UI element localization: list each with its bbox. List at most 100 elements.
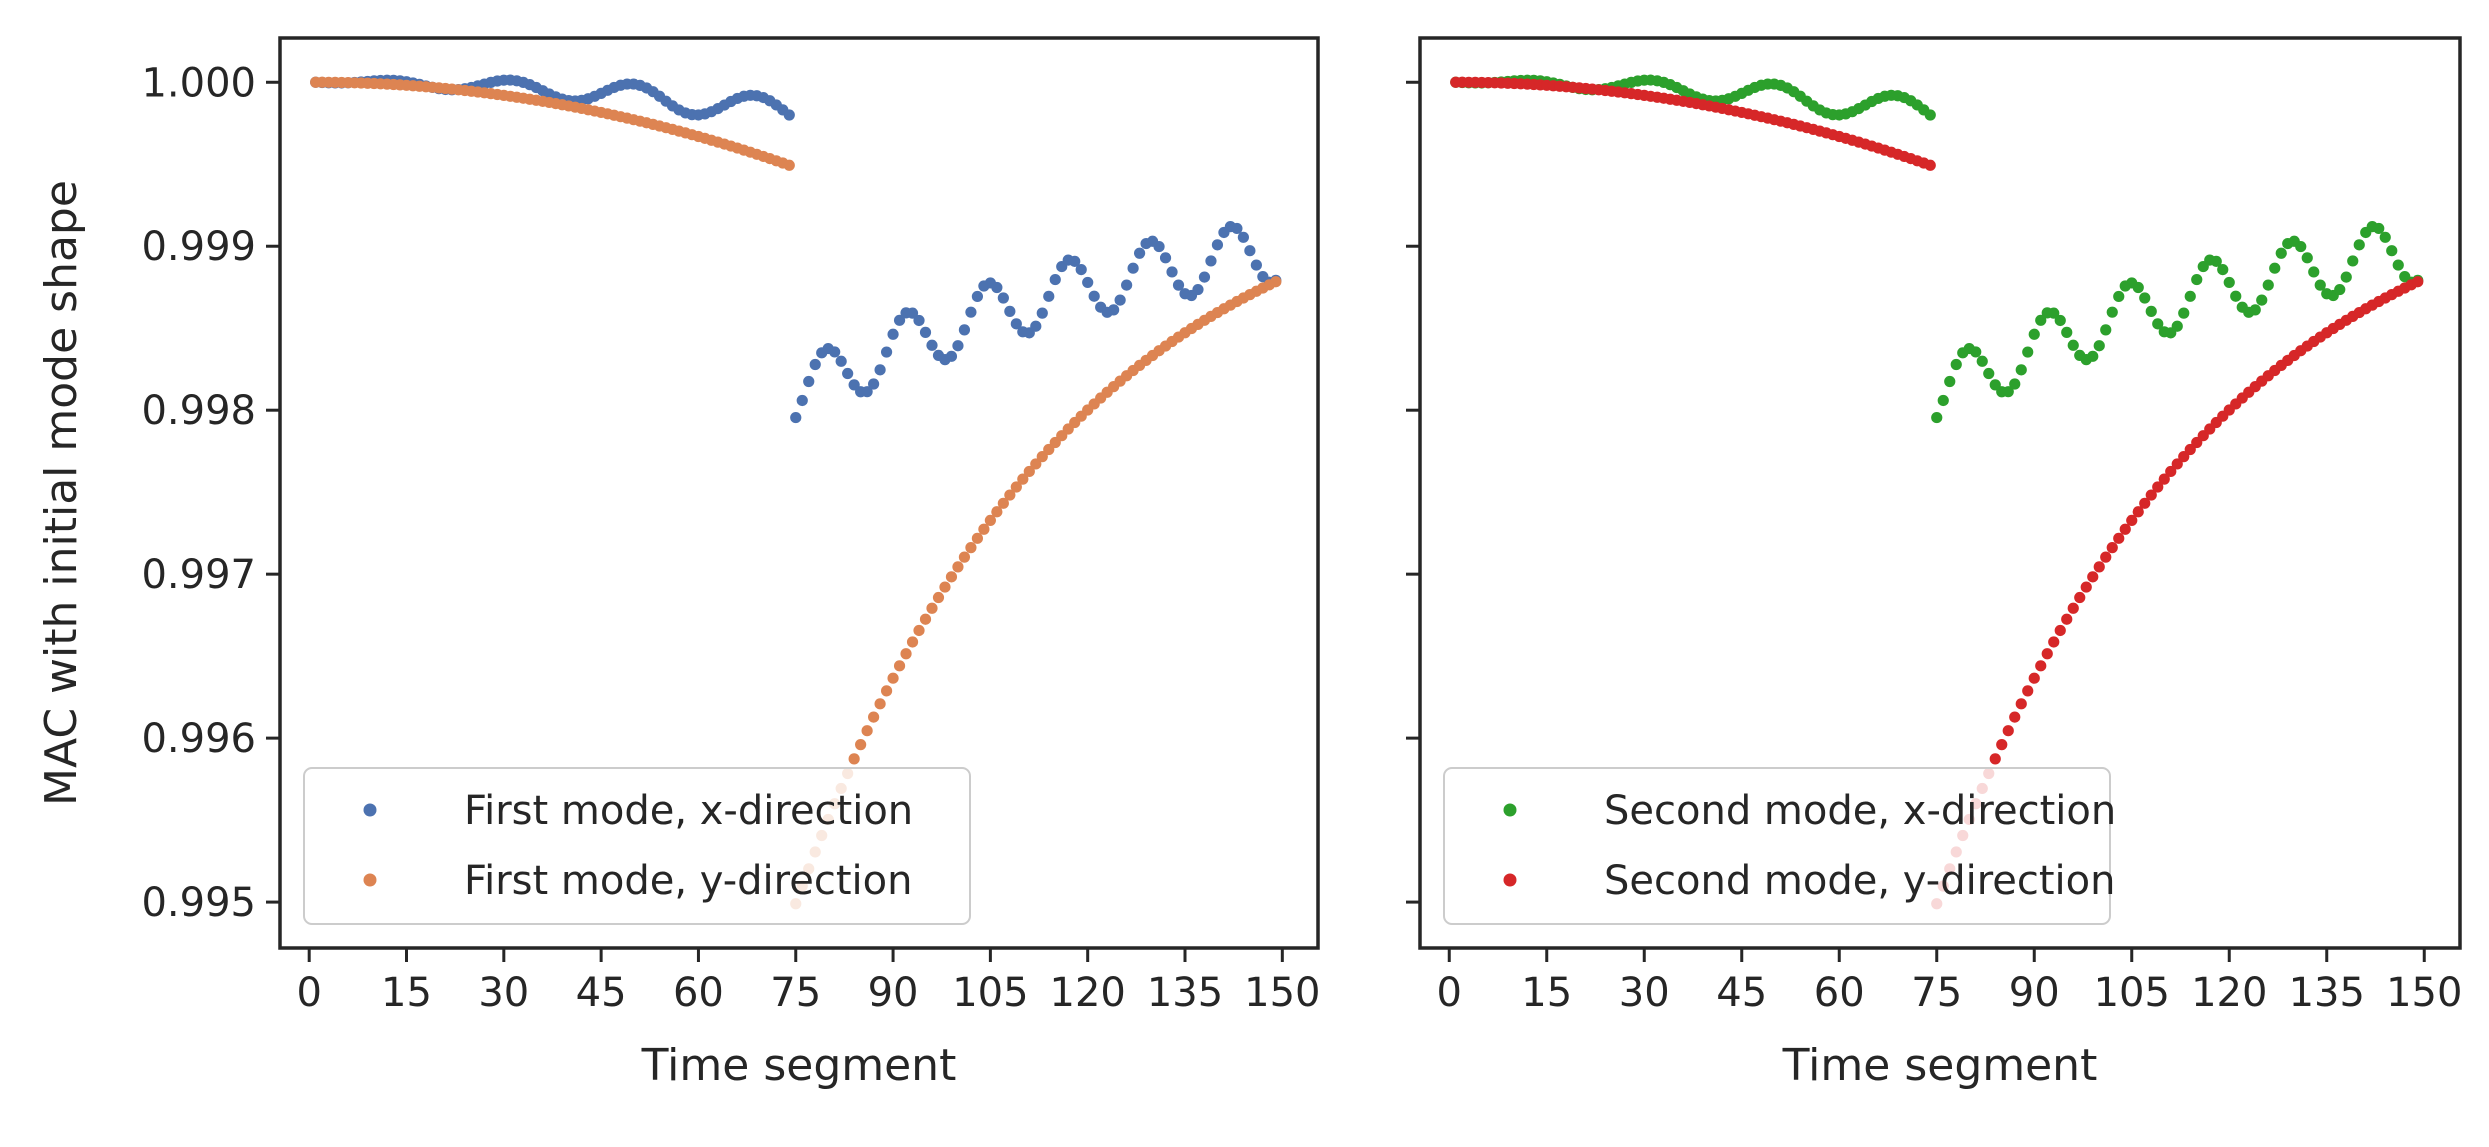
data-point-x-direction — [1030, 320, 1042, 332]
x-tick-label: 75 — [1911, 970, 1962, 1016]
x-tick-label: 60 — [673, 970, 724, 1016]
data-point-y-direction — [2119, 523, 2131, 535]
x-tick-label: 135 — [1147, 970, 1223, 1016]
y-tick-label: 0.997 — [141, 552, 256, 598]
data-point-x-direction — [2210, 255, 2222, 267]
data-point-y-direction — [1004, 489, 1016, 501]
x-tick-label: 60 — [1814, 970, 1865, 1016]
y-tick-label: 0.998 — [141, 388, 256, 434]
data-point-x-direction — [1983, 367, 1995, 380]
data-point-x-direction — [2230, 290, 2242, 302]
legend-label: First mode, y-direction — [464, 858, 912, 904]
data-point-y-direction — [783, 159, 795, 171]
legend-marker — [1503, 803, 1517, 817]
data-point-x-direction — [829, 346, 841, 358]
data-point-x-direction — [1237, 231, 1249, 243]
data-point-x-direction — [1931, 411, 1943, 424]
x-tick-label: 0 — [296, 970, 321, 1016]
data-point-x-direction — [1172, 279, 1185, 291]
data-point-y-direction — [2067, 602, 2079, 614]
data-point-y-direction — [906, 636, 919, 648]
data-point-x-direction — [874, 364, 886, 376]
data-point-y-direction — [958, 551, 971, 563]
data-point-y-direction — [1996, 739, 2008, 751]
x-tick-label: 0 — [1437, 970, 1462, 1016]
data-point-y-direction — [2061, 613, 2073, 625]
data-point-x-direction — [2067, 339, 2079, 351]
x-axis-label: Time segment — [1782, 1040, 2098, 1091]
data-point-y-direction — [2087, 571, 2099, 583]
data-point-y-direction — [913, 624, 925, 637]
data-point-y-direction — [2139, 497, 2151, 509]
data-point-y-direction — [1036, 451, 1048, 463]
data-point-x-direction — [2113, 290, 2125, 303]
data-point-x-direction — [1976, 355, 1988, 367]
data-point-y-direction — [874, 698, 886, 710]
data-point-y-direction — [952, 561, 964, 573]
data-point-y-direction — [1023, 465, 1035, 478]
data-point-x-direction — [809, 358, 821, 371]
data-point-x-direction — [2009, 378, 2021, 390]
data-point-x-direction — [2054, 314, 2066, 327]
data-point-x-direction — [887, 328, 899, 340]
data-point-y-direction — [2009, 711, 2021, 723]
data-point-y-direction — [880, 685, 893, 697]
data-point-y-direction — [971, 532, 984, 544]
data-point-y-direction — [945, 571, 958, 583]
data-point-y-direction — [868, 711, 880, 723]
data-point-x-direction — [1069, 255, 1081, 267]
data-point-x-direction — [2184, 290, 2196, 302]
data-point-x-direction — [1049, 273, 1061, 286]
data-point-x-direction — [2178, 307, 2190, 319]
x-tick-label: 105 — [2094, 970, 2170, 1016]
legend-marker — [363, 803, 377, 817]
x-tick-label: 45 — [576, 970, 627, 1016]
x-tick-label: 30 — [478, 970, 529, 1016]
x-tick-label: 105 — [952, 970, 1028, 1016]
data-point-x-direction — [893, 314, 906, 326]
data-point-x-direction — [2028, 328, 2040, 340]
data-point-x-direction — [1133, 247, 1146, 259]
x-tick-label: 120 — [1050, 970, 1126, 1016]
x-tick-label: 135 — [2289, 970, 2365, 1016]
data-point-x-direction — [861, 386, 873, 398]
data-point-y-direction — [965, 542, 977, 554]
data-point-x-direction — [1036, 307, 1048, 319]
data-point-x-direction — [2340, 271, 2352, 283]
data-point-y-direction — [1017, 473, 1029, 485]
data-point-x-direction — [919, 326, 932, 338]
data-point-x-direction — [803, 375, 815, 388]
y-tick-label: 0.999 — [141, 224, 256, 270]
data-point-y-direction — [932, 591, 945, 604]
data-point-y-direction — [2145, 489, 2157, 501]
data-point-x-direction — [2347, 255, 2359, 267]
data-point-x-direction — [2087, 350, 2099, 362]
data-point-y-direction — [2126, 514, 2138, 526]
data-point-x-direction — [997, 292, 1009, 304]
data-point-x-direction — [835, 355, 847, 367]
x-tick-label: 75 — [770, 970, 821, 1016]
legend-label: First mode, x-direction — [464, 788, 913, 834]
plot-frame — [278, 36, 1320, 950]
data-point-x-direction — [1924, 109, 1936, 121]
data-point-y-direction — [1924, 159, 1936, 171]
x-tick-label: 90 — [2009, 970, 2060, 1016]
data-point-x-direction — [1088, 290, 1100, 302]
data-point-x-direction — [2152, 318, 2164, 330]
data-point-y-direction — [893, 660, 906, 672]
y-axis-label: MAC with initial mode shape — [36, 180, 87, 806]
data-point-x-direction — [2334, 283, 2346, 296]
data-point-y-direction — [2080, 581, 2092, 593]
data-point-y-direction — [2028, 672, 2040, 684]
data-point-x-direction — [1970, 346, 1982, 358]
data-point-x-direction — [2002, 386, 2014, 398]
y-tick-label: 0.995 — [141, 880, 256, 926]
data-point-x-direction — [842, 367, 854, 380]
data-point-x-direction — [1114, 294, 1126, 306]
data-point-y-direction — [2158, 473, 2170, 485]
data-point-x-direction — [2223, 276, 2235, 289]
data-point-y-direction — [1010, 481, 1022, 493]
data-point-x-direction — [1205, 255, 1217, 267]
legend-marker — [1503, 873, 1517, 887]
